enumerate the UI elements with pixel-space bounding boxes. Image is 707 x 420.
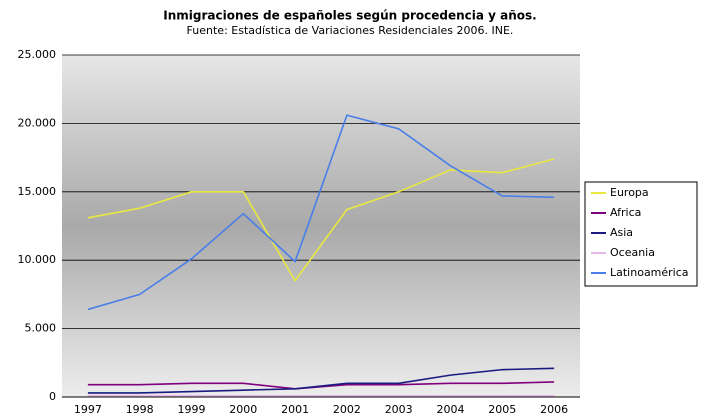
legend-label: Asia — [610, 226, 633, 239]
plot-area — [62, 55, 580, 397]
series-line — [87, 114, 555, 311]
x-tick-label: 1998 — [126, 403, 154, 416]
y-tick-label: 15.000 — [18, 185, 57, 198]
chart-title: Inmigraciones de españoles según procede… — [163, 9, 536, 23]
legend-label: Europa — [610, 186, 649, 199]
x-tick-label: 1999 — [178, 403, 206, 416]
y-tick-label: 0 — [49, 390, 56, 403]
y-tick-label: 5.000 — [25, 322, 57, 335]
x-tick-label: 2006 — [540, 403, 568, 416]
x-tick-label: 2004 — [437, 403, 465, 416]
series-line — [87, 367, 555, 394]
x-tick-label: 2000 — [229, 403, 257, 416]
x-tick-label: 2002 — [333, 403, 361, 416]
chart-subtitle: Fuente: Estadística de Variaciones Resid… — [187, 24, 514, 37]
y-tick-label: 20.000 — [18, 116, 57, 129]
series-line — [87, 158, 555, 283]
legend-label: Oceania — [610, 246, 655, 259]
y-tick-label: 10.000 — [18, 253, 57, 266]
legend-label: Africa — [610, 206, 641, 219]
x-tick-label: 1997 — [74, 403, 102, 416]
legend-label: Latinoamérica — [610, 266, 689, 279]
x-tick-label: 2003 — [385, 403, 413, 416]
y-tick-label: 25.000 — [18, 48, 57, 61]
x-tick-label: 2001 — [281, 403, 309, 416]
x-tick-label: 2005 — [488, 403, 516, 416]
